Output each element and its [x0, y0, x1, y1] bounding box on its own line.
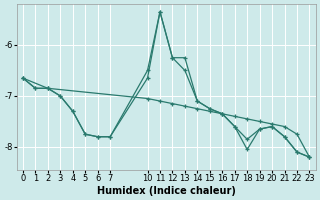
X-axis label: Humidex (Indice chaleur): Humidex (Indice chaleur): [97, 186, 236, 196]
